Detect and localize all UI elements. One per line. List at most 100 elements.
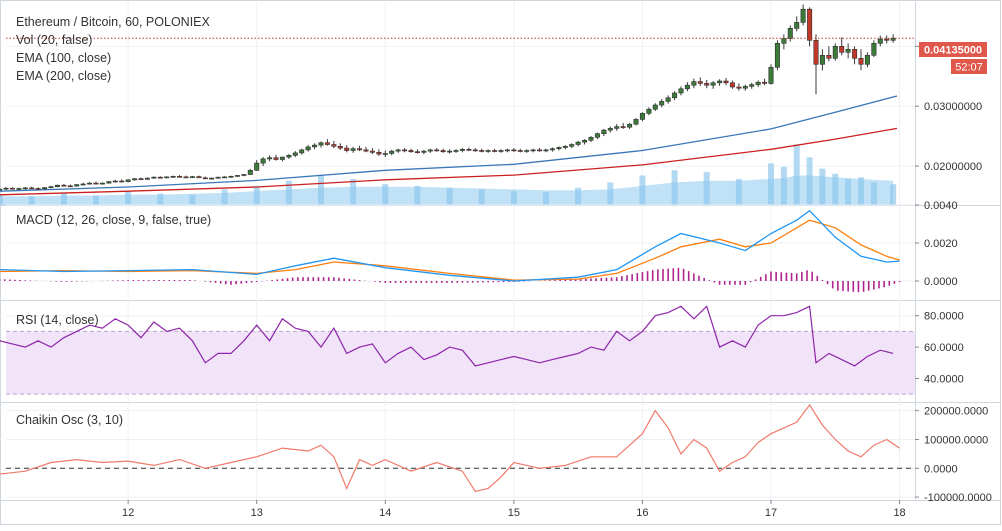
candle-body [723, 80, 729, 84]
chaikin-ytick-label: -100000.0000 [924, 492, 992, 504]
chaikin-ytick-label: 100000.0000 [924, 434, 988, 446]
candle-body [427, 149, 433, 152]
candle-body [177, 176, 183, 178]
candle-body [74, 184, 80, 187]
candle-body [228, 176, 234, 178]
countdown-badge: 52:07 [955, 62, 983, 74]
candle-body [209, 177, 215, 180]
candle-body [575, 141, 581, 145]
candle-body [543, 149, 549, 152]
candle-body [369, 150, 375, 153]
candle-body [556, 147, 562, 150]
candle-body [466, 149, 472, 151]
macd-line [0, 209, 900, 282]
candle-body [305, 146, 311, 151]
candle-body [492, 150, 498, 152]
x-tick-label: 16 [636, 507, 648, 519]
candle-body [826, 54, 832, 59]
candle-body [524, 150, 530, 152]
candle-body [852, 48, 858, 59]
chaikin-panel: -100000.0000 0.0000 100000.0000 200000.0000 [0, 402, 1001, 504]
x-tick-label: 13 [251, 507, 263, 519]
candle-body [794, 22, 800, 29]
candle-body [659, 101, 665, 106]
candle-body [138, 178, 144, 180]
candle-body [717, 80, 723, 84]
chart-title: Ethereum / Bitcoin, 60, POLONIEX [16, 15, 210, 29]
price-badge: 0.04135000 52:07 [919, 42, 987, 74]
macd-ytick-label: 0.0020 [924, 238, 958, 250]
candle-body [48, 186, 54, 188]
candle-body [819, 54, 825, 65]
candle-body [562, 146, 568, 148]
candle-body [691, 81, 697, 86]
candle-body [517, 150, 523, 152]
candle-body [697, 81, 703, 84]
candle-body [80, 183, 86, 186]
candle-body [67, 185, 73, 188]
candle-body [665, 97, 671, 102]
candle-body [813, 39, 819, 65]
candle-body [414, 151, 420, 153]
volume-bar [793, 144, 800, 205]
candle-body [54, 184, 60, 187]
candle-body [247, 170, 253, 175]
candle-body [447, 150, 453, 153]
candle-body [774, 42, 780, 68]
candle-body [530, 149, 536, 152]
candle-body [318, 142, 324, 146]
indicator-volume-label: Vol (20, false) [16, 33, 92, 47]
candle-body [61, 184, 67, 187]
candle-body [350, 148, 356, 151]
candle-body [672, 92, 678, 99]
candle-body [678, 88, 684, 94]
candle-body [607, 128, 613, 131]
chaikin-line [0, 403, 900, 493]
price-ytick-label: 0.02000000 [924, 161, 982, 173]
candle-body [151, 176, 157, 179]
indicator-ema200-label: EMA (200, close) [16, 69, 111, 83]
candle-body [485, 150, 491, 152]
candle-body [749, 84, 755, 87]
candle-body [742, 86, 748, 89]
rsi-band [6, 331, 915, 395]
candle-body [588, 137, 594, 141]
candle-body [215, 176, 221, 179]
candle-body [755, 81, 761, 85]
candle-body [144, 177, 150, 180]
candle-body [858, 57, 864, 65]
candle-body [337, 146, 343, 149]
macd-ytick-label: 0.0040 [924, 200, 958, 212]
candle-body [620, 126, 626, 128]
candle-body [286, 155, 292, 158]
candle-body [363, 149, 369, 152]
candle-body [639, 113, 645, 120]
x-tick-label: 18 [893, 507, 905, 519]
candle-body [537, 149, 543, 152]
rsi-panel: 40.0000 60.0000 80.0000 [0, 300, 1001, 403]
candle-body [357, 148, 363, 151]
candle-body [9, 187, 15, 190]
last-price-badge-bg [919, 42, 987, 57]
candle-body [704, 83, 710, 86]
candle-body [324, 142, 330, 145]
x-tick-label: 14 [379, 507, 391, 519]
rsi-ytick-label: 60.0000 [924, 342, 964, 354]
candle-body [762, 81, 768, 84]
candle-body [845, 48, 851, 53]
x-tick-label: 15 [508, 507, 520, 519]
candle-body [729, 82, 735, 88]
candle-body [279, 156, 285, 160]
legend-header: Ethereum / Bitcoin, 60, POLONIEX Vol (20… [16, 15, 210, 83]
candle-body [254, 162, 260, 171]
time-axis: 12 13 14 15 16 17 18 [122, 500, 906, 519]
candle-body [35, 188, 41, 190]
candle-body [112, 180, 118, 183]
rsi-ytick-label: 80.0000 [924, 311, 964, 323]
candle-body [183, 176, 189, 179]
candle-body [42, 187, 48, 190]
x-tick-label: 17 [765, 507, 777, 519]
